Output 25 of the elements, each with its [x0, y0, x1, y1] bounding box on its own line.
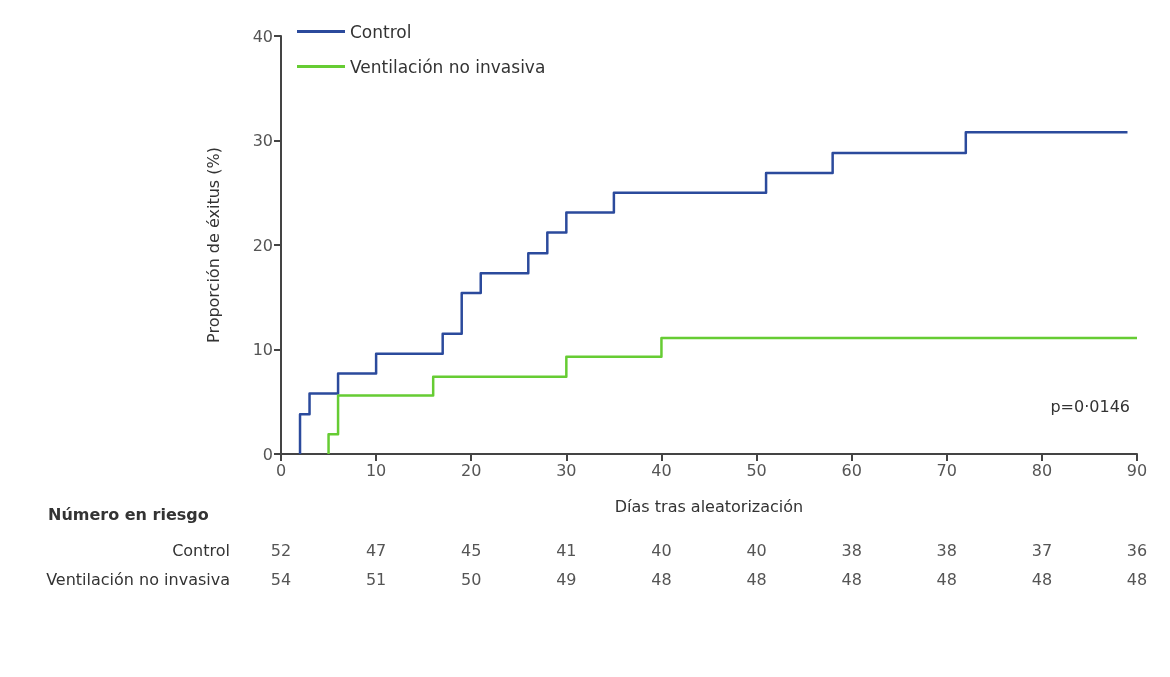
y-tick-label: 10	[252, 340, 273, 359]
text: Número en riesgo	[48, 504, 209, 524]
x-tick-label: 40	[651, 460, 672, 480]
x-tick-label: 80	[1031, 460, 1053, 480]
text: 54 51 50 49 48 48 48 48 48 48	[270, 569, 1148, 589]
text: Control	[172, 540, 230, 560]
x-tick-label: 0	[275, 460, 287, 480]
legend-label: Ventilación no invasiva	[350, 56, 546, 77]
x-tick-label: 70	[936, 460, 957, 480]
x-axis-title: Días tras aleatorización	[614, 496, 804, 516]
x-tick-label: 30	[556, 460, 577, 480]
y-tick-label: 30	[252, 131, 273, 150]
x-tick-label: 20	[461, 460, 482, 480]
legend-label: Control	[350, 21, 412, 42]
y-tick-label: 20	[252, 235, 273, 255]
y-axis-title: Proporción de éxitus (%)	[203, 147, 223, 343]
x-tick-label: 50	[746, 460, 767, 480]
annotation: p=0·0146	[1050, 396, 1130, 416]
x-tick-label: 60	[841, 460, 862, 480]
y-tick-label: 0	[262, 444, 273, 464]
y-tick-label: 40	[252, 26, 273, 46]
x-tick-label: 10	[365, 460, 387, 480]
x-tick-label: 90	[1126, 460, 1148, 480]
text: 52 47 45 41 40 40 38 38 37 36	[270, 540, 1148, 560]
text: Ventilación no invasiva	[46, 569, 230, 589]
